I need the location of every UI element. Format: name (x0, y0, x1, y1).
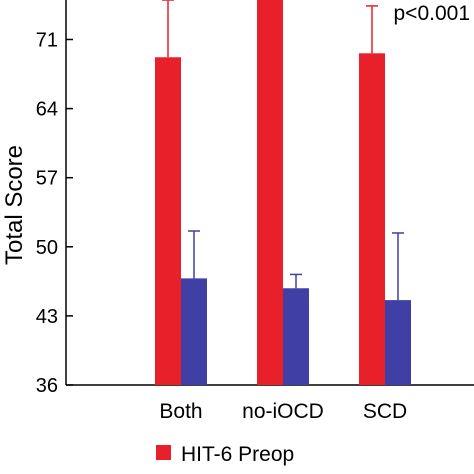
bar-s0-no-iocd (257, 0, 283, 385)
x-tick-label: no-iOCD (242, 400, 324, 423)
y-tick-label: 71 (36, 29, 58, 51)
bar-s1-scd (385, 300, 411, 385)
bar-s0-both (155, 57, 181, 385)
legend-swatch-hit6-preop (156, 445, 171, 460)
x-tick-label: Both (159, 400, 202, 423)
y-tick-label: 50 (36, 237, 58, 259)
y-axis-label: Total Score (1, 145, 28, 265)
y-tick-label: 43 (36, 306, 58, 328)
legend: HIT-6 Preop (156, 443, 294, 466)
bar-s0-scd (359, 53, 385, 386)
legend-label-hit6-preop: HIT-6 Preop (181, 443, 294, 466)
bar-s1-no-iocd (283, 288, 309, 385)
y-tick-label: 64 (36, 99, 58, 121)
y-tick-label: 57 (36, 168, 58, 190)
bar-s1-both (181, 278, 207, 385)
p-value-annotation: p<0.001 (394, 2, 471, 25)
y-tick-label: 36 (36, 375, 58, 397)
x-tick-label: SCD (363, 400, 407, 423)
